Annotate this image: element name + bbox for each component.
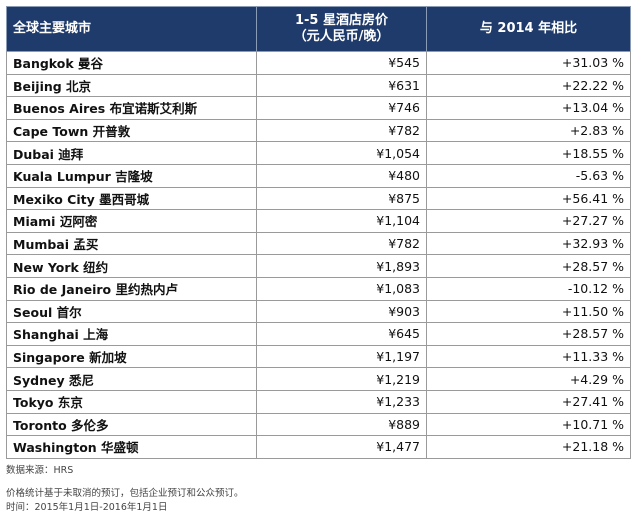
- price-cell: ¥1,054: [256, 141, 427, 165]
- price-cell: ¥645: [256, 322, 427, 346]
- price-cell: ¥545: [256, 51, 427, 75]
- table-row: New York 纽约 ¥1,893 +28.57 %: [6, 254, 631, 278]
- price-cell: ¥1,219: [256, 367, 427, 391]
- city-cell: Mumbai 孟买: [6, 231, 257, 256]
- change-cell: +21.18 %: [426, 435, 631, 459]
- change-cell: +56.41 %: [426, 186, 631, 211]
- change-cell: +4.29 %: [426, 367, 631, 391]
- price-cell: ¥903: [256, 299, 427, 324]
- city-cell: Tokyo 东京: [6, 389, 257, 414]
- table-header-row: 全球主要城市 1-5 星酒店房价 （元人民币/晚） 与 2014 年相比: [6, 6, 631, 52]
- table-row: Buenos Aires 布宜诺斯艾利斯 ¥746 +13.04 %: [6, 96, 631, 120]
- change-cell: +31.03 %: [426, 51, 631, 75]
- source-note: 数据来源：HRS: [6, 465, 74, 476]
- price-cell: ¥480: [256, 163, 427, 188]
- city-cell: Miami 迈阿密: [6, 209, 257, 233]
- city-cell: Buenos Aires 布宜诺斯艾利斯: [6, 96, 257, 120]
- city-cell: Sydney 悉尼: [6, 367, 257, 391]
- price-cell: ¥782: [256, 231, 427, 256]
- header-city: 全球主要城市: [6, 6, 257, 52]
- table-row: Washington 华盛顿 ¥1,477 +21.18 %: [6, 435, 631, 459]
- table-row: Miami 迈阿密 ¥1,104 +27.27 %: [6, 209, 631, 233]
- change-cell: +22.22 %: [426, 73, 631, 98]
- header-change: 与 2014 年相比: [426, 6, 631, 52]
- price-cell: ¥875: [256, 186, 427, 211]
- city-cell: New York 纽约: [6, 254, 257, 278]
- city-cell: Rio de Janeiro 里约热内卢: [6, 276, 257, 301]
- header-price-line2: （元人民币/晚）: [293, 29, 390, 44]
- period-note: 时间：2015年1月1日-2016年1月1日: [6, 502, 168, 513]
- table-row: Dubai 迪拜 ¥1,054 +18.55 %: [6, 141, 631, 165]
- table-row: Shanghai 上海 ¥645 +28.57 %: [6, 322, 631, 346]
- city-cell: Washington 华盛顿: [6, 435, 257, 459]
- city-cell: Kuala Lumpur 吉隆坡: [6, 163, 257, 188]
- change-cell: +2.83 %: [426, 118, 631, 143]
- table-row: Mexiko City 墨西哥城 ¥875 +56.41 %: [6, 186, 631, 211]
- city-cell: Toronto 多伦多: [6, 412, 257, 437]
- table-row: Tokyo 东京 ¥1,233 +27.41 %: [6, 389, 631, 414]
- price-cell: ¥1,083: [256, 276, 427, 301]
- table-row: Mumbai 孟买 ¥782 +32.93 %: [6, 231, 631, 256]
- city-cell: Bangkok 曼谷: [6, 51, 257, 75]
- price-cell: ¥1,104: [256, 209, 427, 233]
- change-cell: +11.50 %: [426, 299, 631, 324]
- price-cell: ¥1,197: [256, 344, 427, 369]
- change-cell: -5.63 %: [426, 163, 631, 188]
- change-cell: +28.57 %: [426, 322, 631, 346]
- price-cell: ¥889: [256, 412, 427, 437]
- change-cell: +11.33 %: [426, 344, 631, 369]
- price-cell: ¥631: [256, 73, 427, 98]
- change-cell: +10.71 %: [426, 412, 631, 437]
- city-cell: Mexiko City 墨西哥城: [6, 186, 257, 211]
- city-cell: Cape Town 开普敦: [6, 118, 257, 143]
- city-cell: Beijing 北京: [6, 73, 257, 98]
- change-cell: +13.04 %: [426, 96, 631, 120]
- city-cell: Shanghai 上海: [6, 322, 257, 346]
- footnotes: 数据来源：HRS 价格统计基于未取消的预订，包括企业预订和公众预订。 时间：20…: [6, 464, 244, 515]
- table-row: Beijing 北京 ¥631 +22.22 %: [6, 73, 631, 98]
- table-row: Singapore 新加坡 ¥1,197 +11.33 %: [6, 344, 631, 369]
- price-cell: ¥746: [256, 96, 427, 120]
- table-body: Bangkok 曼谷 ¥545 +31.03 % Beijing 北京 ¥631 +22.…: [6, 51, 631, 459]
- price-cell: ¥782: [256, 118, 427, 143]
- price-note: 价格统计基于未取消的预订，包括企业预订和公众预订。: [6, 488, 244, 499]
- change-cell: -10.12 %: [426, 276, 631, 301]
- table-row: Sydney 悉尼 ¥1,219 +4.29 %: [6, 367, 631, 391]
- price-cell: ¥1,477: [256, 435, 427, 459]
- table-row: Cape Town 开普敦 ¥782 +2.83 %: [6, 118, 631, 143]
- header-price-line1: 1-5 星酒店房价: [294, 13, 388, 28]
- table-row: Rio de Janeiro 里约热内卢 ¥1,083 -10.12 %: [6, 276, 631, 301]
- change-cell: +32.93 %: [426, 231, 631, 256]
- change-cell: +28.57 %: [426, 254, 631, 278]
- change-cell: +27.41 %: [426, 389, 631, 414]
- table-row: Seoul 首尔 ¥903 +11.50 %: [6, 299, 631, 324]
- price-cell: ¥1,893: [256, 254, 427, 278]
- header-price: 1-5 星酒店房价 （元人民币/晚）: [256, 6, 427, 52]
- change-cell: +27.27 %: [426, 209, 631, 233]
- table-row: Toronto 多伦多 ¥889 +10.71 %: [6, 412, 631, 437]
- table-row: Bangkok 曼谷 ¥545 +31.03 %: [6, 51, 631, 75]
- hotel-price-table: 全球主要城市 1-5 星酒店房价 （元人民币/晚） 与 2014 年相比 Ban…: [6, 6, 631, 459]
- city-cell: Dubai 迪拜: [6, 141, 257, 165]
- price-cell: ¥1,233: [256, 389, 427, 414]
- city-cell: Singapore 新加坡: [6, 344, 257, 369]
- table-row: Kuala Lumpur 吉隆坡 ¥480 -5.63 %: [6, 163, 631, 188]
- city-cell: Seoul 首尔: [6, 299, 257, 324]
- change-cell: +18.55 %: [426, 141, 631, 165]
